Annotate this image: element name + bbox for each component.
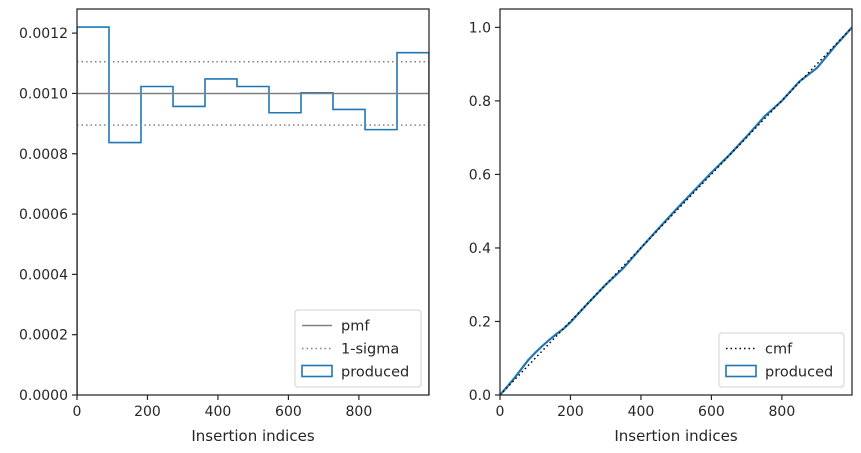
legend-label: 1-sigma [341,342,399,358]
x-tick-label: 800 [769,404,796,420]
pmf-histogram-chart: 0 200 400 600 800 0.0000 0.0002 0.0004 0.0006 0.0… [19,8,430,445]
y-tick-label: 0.6 [469,167,491,183]
produced-histogram-step [77,26,429,395]
legend-label: cmf [765,342,793,358]
x-tick-label: 400 [628,404,655,420]
y-tick-label: 0.0008 [19,147,68,163]
axes-frame [499,8,853,396]
x-tick-label: 200 [134,404,161,420]
legend-item-produced: produced [725,364,833,381]
legend-label: pmf [341,319,370,335]
y-tick-label: 0.2 [469,314,491,330]
y-tick-label: 0.0006 [19,207,68,223]
axes-frame [76,8,430,396]
y-tick-label: 0.0004 [19,267,68,283]
legend-swatch [725,364,757,378]
y-tick-label: 0.0000 [19,388,68,404]
x-axis-label: Insertion indices [191,427,314,445]
x-axis-label: Insertion indices [614,427,737,445]
x-tick-label: 400 [205,404,232,420]
y-tick-label: 0.0 [469,388,491,404]
legend-swatch [301,364,333,378]
cmf-line [500,26,852,395]
legend-item-cmf: cmf [726,342,793,358]
y-tick-label: 0.0010 [19,86,68,102]
y-tick-label: 0.4 [469,241,491,257]
x-tick-label: 600 [698,404,725,420]
legend-item-pmf: pmf [302,319,370,335]
legend-item-produced: produced [301,364,409,381]
y-tick-label: 0.8 [469,94,491,110]
x-tick-label: 800 [346,404,373,420]
legend-item-1-sigma: 1-sigma [302,342,399,358]
legend-label: produced [341,365,409,381]
legend-label: produced [765,365,833,381]
legend: pmf 1-sigma produced [294,309,422,388]
x-tick-label: 200 [557,404,584,420]
legend-box [718,332,845,388]
x-tick-label: 600 [275,404,302,420]
produced-cumulative-line [500,26,852,395]
x-tick-label: 0 [73,404,82,420]
legend-box [294,309,422,388]
y-tick-label: 0.0012 [19,26,68,42]
plot-area [500,26,852,395]
y-tick-label: 1.0 [469,20,491,36]
plot-area [77,26,429,395]
cmf-line-chart: 0 200 400 600 800 0.0 0.2 0.4 0.6 0.8 1.0 Insertion… [469,8,853,445]
legend: cmf produced [718,332,845,388]
x-tick-label: 0 [496,404,505,420]
y-tick-label: 0.0002 [19,328,68,344]
